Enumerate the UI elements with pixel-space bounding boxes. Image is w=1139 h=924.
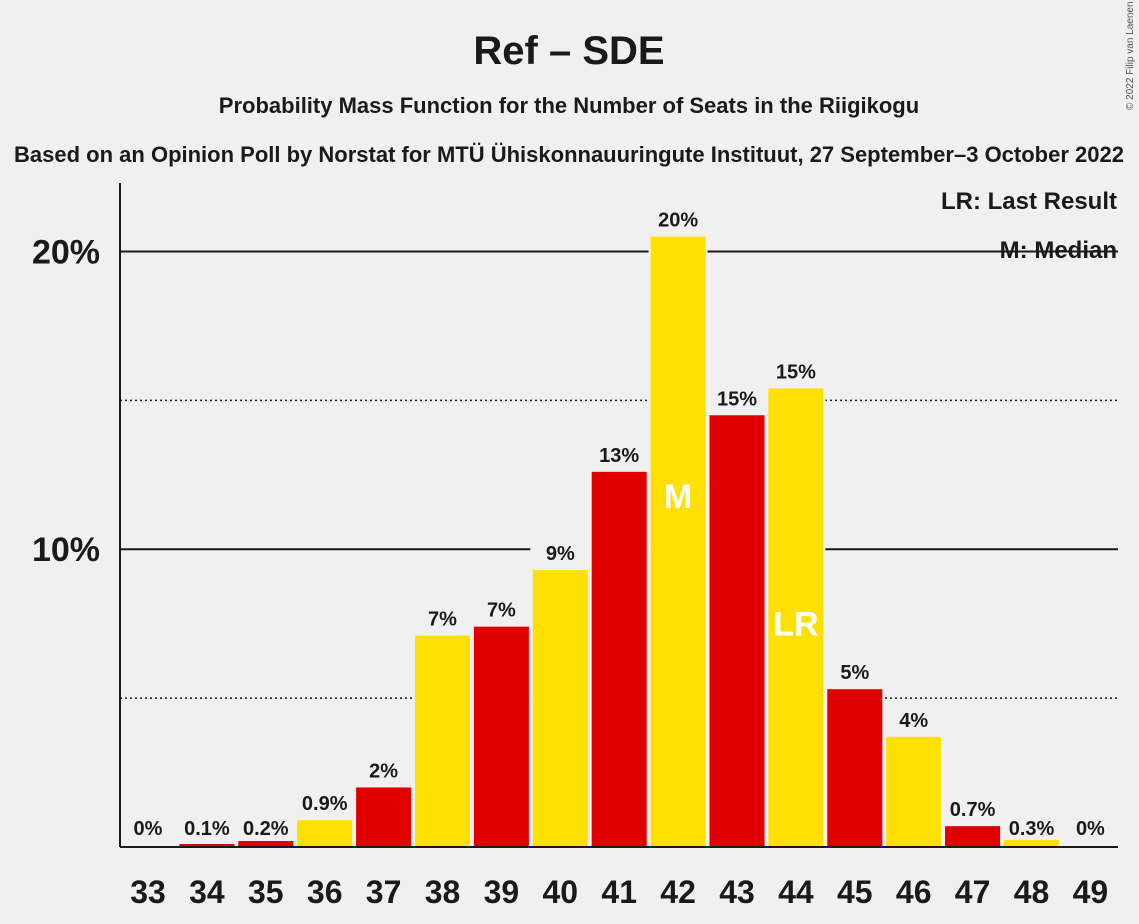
x-tick-label-42: 42 xyxy=(660,874,696,910)
data-label-35: 0.2% xyxy=(243,818,289,840)
data-label-47: 0.7% xyxy=(950,799,996,821)
bar-35 xyxy=(238,841,294,847)
bar-45 xyxy=(827,689,883,847)
x-tick-label-38: 38 xyxy=(425,874,461,910)
data-label-bg xyxy=(942,797,1003,822)
data-label-bg xyxy=(589,442,650,467)
data-label-36: 0.9% xyxy=(302,793,348,815)
data-label-34: 0.1% xyxy=(184,818,230,840)
x-tick-label-44: 44 xyxy=(778,874,814,910)
x-tick-label-46: 46 xyxy=(896,874,932,910)
y-tick-label: 20% xyxy=(32,233,100,271)
x-tick-label-43: 43 xyxy=(719,874,755,910)
chart-subtitle: Probability Mass Function for the Number… xyxy=(219,93,919,118)
data-label-40: 9% xyxy=(546,543,575,565)
bar-39 xyxy=(473,626,529,847)
data-label-bg xyxy=(765,359,826,384)
y-axis-ticks: 10% 20% xyxy=(32,233,100,569)
legend-last-result: LR: Last Result xyxy=(941,188,1117,215)
bar-42 xyxy=(650,236,706,847)
data-label-bg xyxy=(883,707,944,732)
bar-37 xyxy=(356,787,412,847)
data-labels: 0% 0.1% 0.2% 0.9% 2% 7% 7% 9% 13% 20% 15% 15% 5% 4% 0.… xyxy=(118,207,1121,840)
bar-36 xyxy=(297,820,353,847)
data-label-bg xyxy=(235,816,296,840)
data-label-bg xyxy=(294,791,355,816)
data-label-38: 7% xyxy=(428,609,457,631)
data-label-bg xyxy=(176,816,237,840)
x-tick-label-47: 47 xyxy=(955,874,991,910)
data-label-bg xyxy=(824,660,885,685)
bar-38 xyxy=(415,635,470,847)
x-tick-label-36: 36 xyxy=(307,874,343,910)
last-result-marker: LR xyxy=(773,606,818,644)
data-label-bg xyxy=(530,541,591,566)
bar-44 xyxy=(768,388,824,847)
x-tick-label-41: 41 xyxy=(601,874,637,910)
x-tick-label-35: 35 xyxy=(248,874,284,910)
bars: M LR xyxy=(177,234,1061,847)
x-axis-ticks: 33 34 35 36 37 38 39 40 41 42 43 44 45 46 47 48 49 xyxy=(130,874,1108,910)
bar-40 xyxy=(532,570,588,847)
bar-48 xyxy=(1004,838,1059,847)
x-tick-label-49: 49 xyxy=(1073,874,1109,910)
chart-title: Ref – SDE xyxy=(473,29,664,73)
data-label-bg xyxy=(648,207,709,232)
data-label-49: 0% xyxy=(1076,818,1105,840)
y-tick-label: 10% xyxy=(32,531,100,569)
data-label-41: 13% xyxy=(599,445,639,467)
bar-34 xyxy=(179,844,235,847)
data-label-33: 0% xyxy=(134,818,163,840)
legend-median: M: Median xyxy=(1000,237,1117,264)
chart-source: Based on an Opinion Poll by Norstat for … xyxy=(14,142,1124,167)
x-tick-label-34: 34 xyxy=(189,874,225,910)
bar-43 xyxy=(709,415,765,847)
bar-46 xyxy=(886,736,942,847)
x-tick-label-40: 40 xyxy=(543,874,579,910)
data-label-43: 15% xyxy=(717,388,757,410)
data-label-45: 5% xyxy=(840,662,869,684)
data-label-46: 4% xyxy=(899,710,928,732)
data-label-bg xyxy=(353,758,414,783)
x-tick-label-39: 39 xyxy=(484,874,520,910)
copyright-text: © 2022 Filip van Laenen xyxy=(1125,1,1136,110)
bar-47 xyxy=(945,826,1001,847)
data-label-48: 0.3% xyxy=(1009,818,1055,840)
data-label-bg xyxy=(118,816,178,840)
median-marker: M xyxy=(664,478,692,516)
x-tick-label-48: 48 xyxy=(1014,874,1050,910)
x-tick-label-45: 45 xyxy=(837,874,873,910)
axes xyxy=(119,183,1118,848)
data-label-bg xyxy=(1001,816,1062,840)
data-label-bg xyxy=(707,386,767,411)
x-tick-label-33: 33 xyxy=(130,874,166,910)
data-label-42: 20% xyxy=(658,210,698,232)
bar-41 xyxy=(591,471,647,847)
x-tick-label-37: 37 xyxy=(366,874,402,910)
data-label-37: 2% xyxy=(369,760,398,782)
data-label-bg xyxy=(1060,816,1121,840)
data-label-bg xyxy=(412,606,473,631)
data-label-bg xyxy=(471,597,532,622)
data-label-44: 15% xyxy=(776,361,816,383)
data-label-39: 7% xyxy=(487,600,516,622)
